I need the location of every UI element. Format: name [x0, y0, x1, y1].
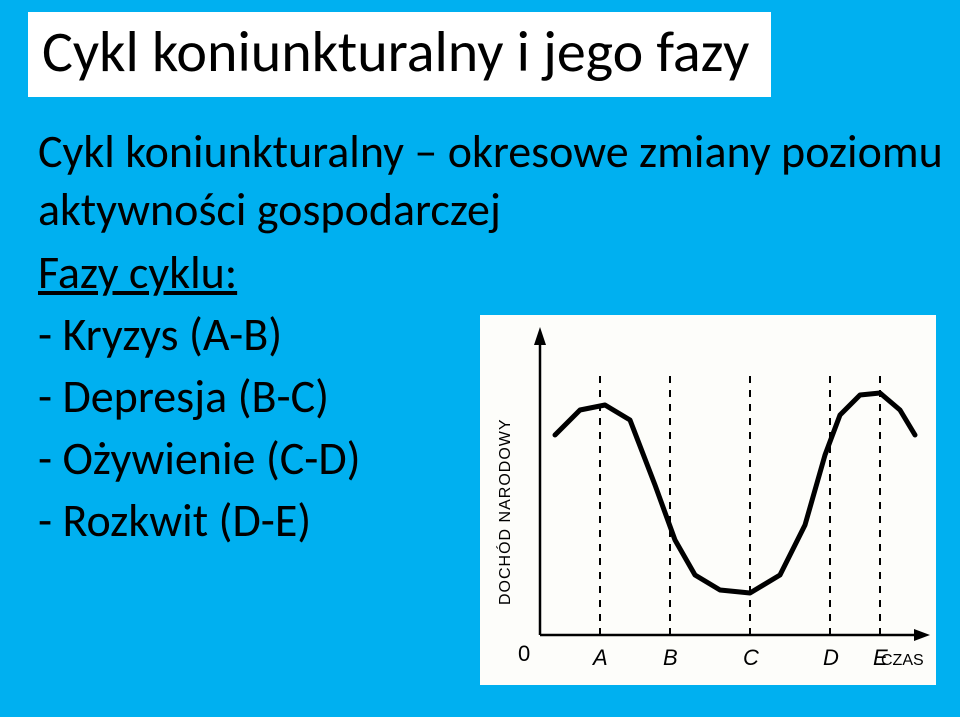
phases-heading: Fazy cyklu: [38, 245, 943, 301]
definition-line-1: Cykl koniunkturalny – okresowe zmiany po… [38, 124, 943, 182]
slide: Cykl koniunkturalny i jego fazy Cykl kon… [0, 0, 960, 717]
business-cycle-chart: 0ABCDECZASDOCHÓD NARODOWY [480, 315, 936, 685]
svg-text:DOCHÓD NARODOWY: DOCHÓD NARODOWY [495, 418, 514, 605]
svg-text:C: C [743, 645, 759, 670]
svg-text:B: B [663, 645, 678, 670]
title-box: Cykl koniunkturalny i jego fazy [28, 12, 771, 97]
svg-text:D: D [823, 645, 839, 670]
svg-text:A: A [591, 645, 608, 670]
svg-text:0: 0 [518, 641, 530, 666]
chart-svg: 0ABCDECZASDOCHÓD NARODOWY [480, 315, 936, 685]
slide-title: Cykl koniunkturalny i jego fazy [42, 16, 749, 87]
definition-line-2: aktywności gospodarczej [38, 182, 943, 240]
svg-text:CZAS: CZAS [881, 652, 924, 669]
